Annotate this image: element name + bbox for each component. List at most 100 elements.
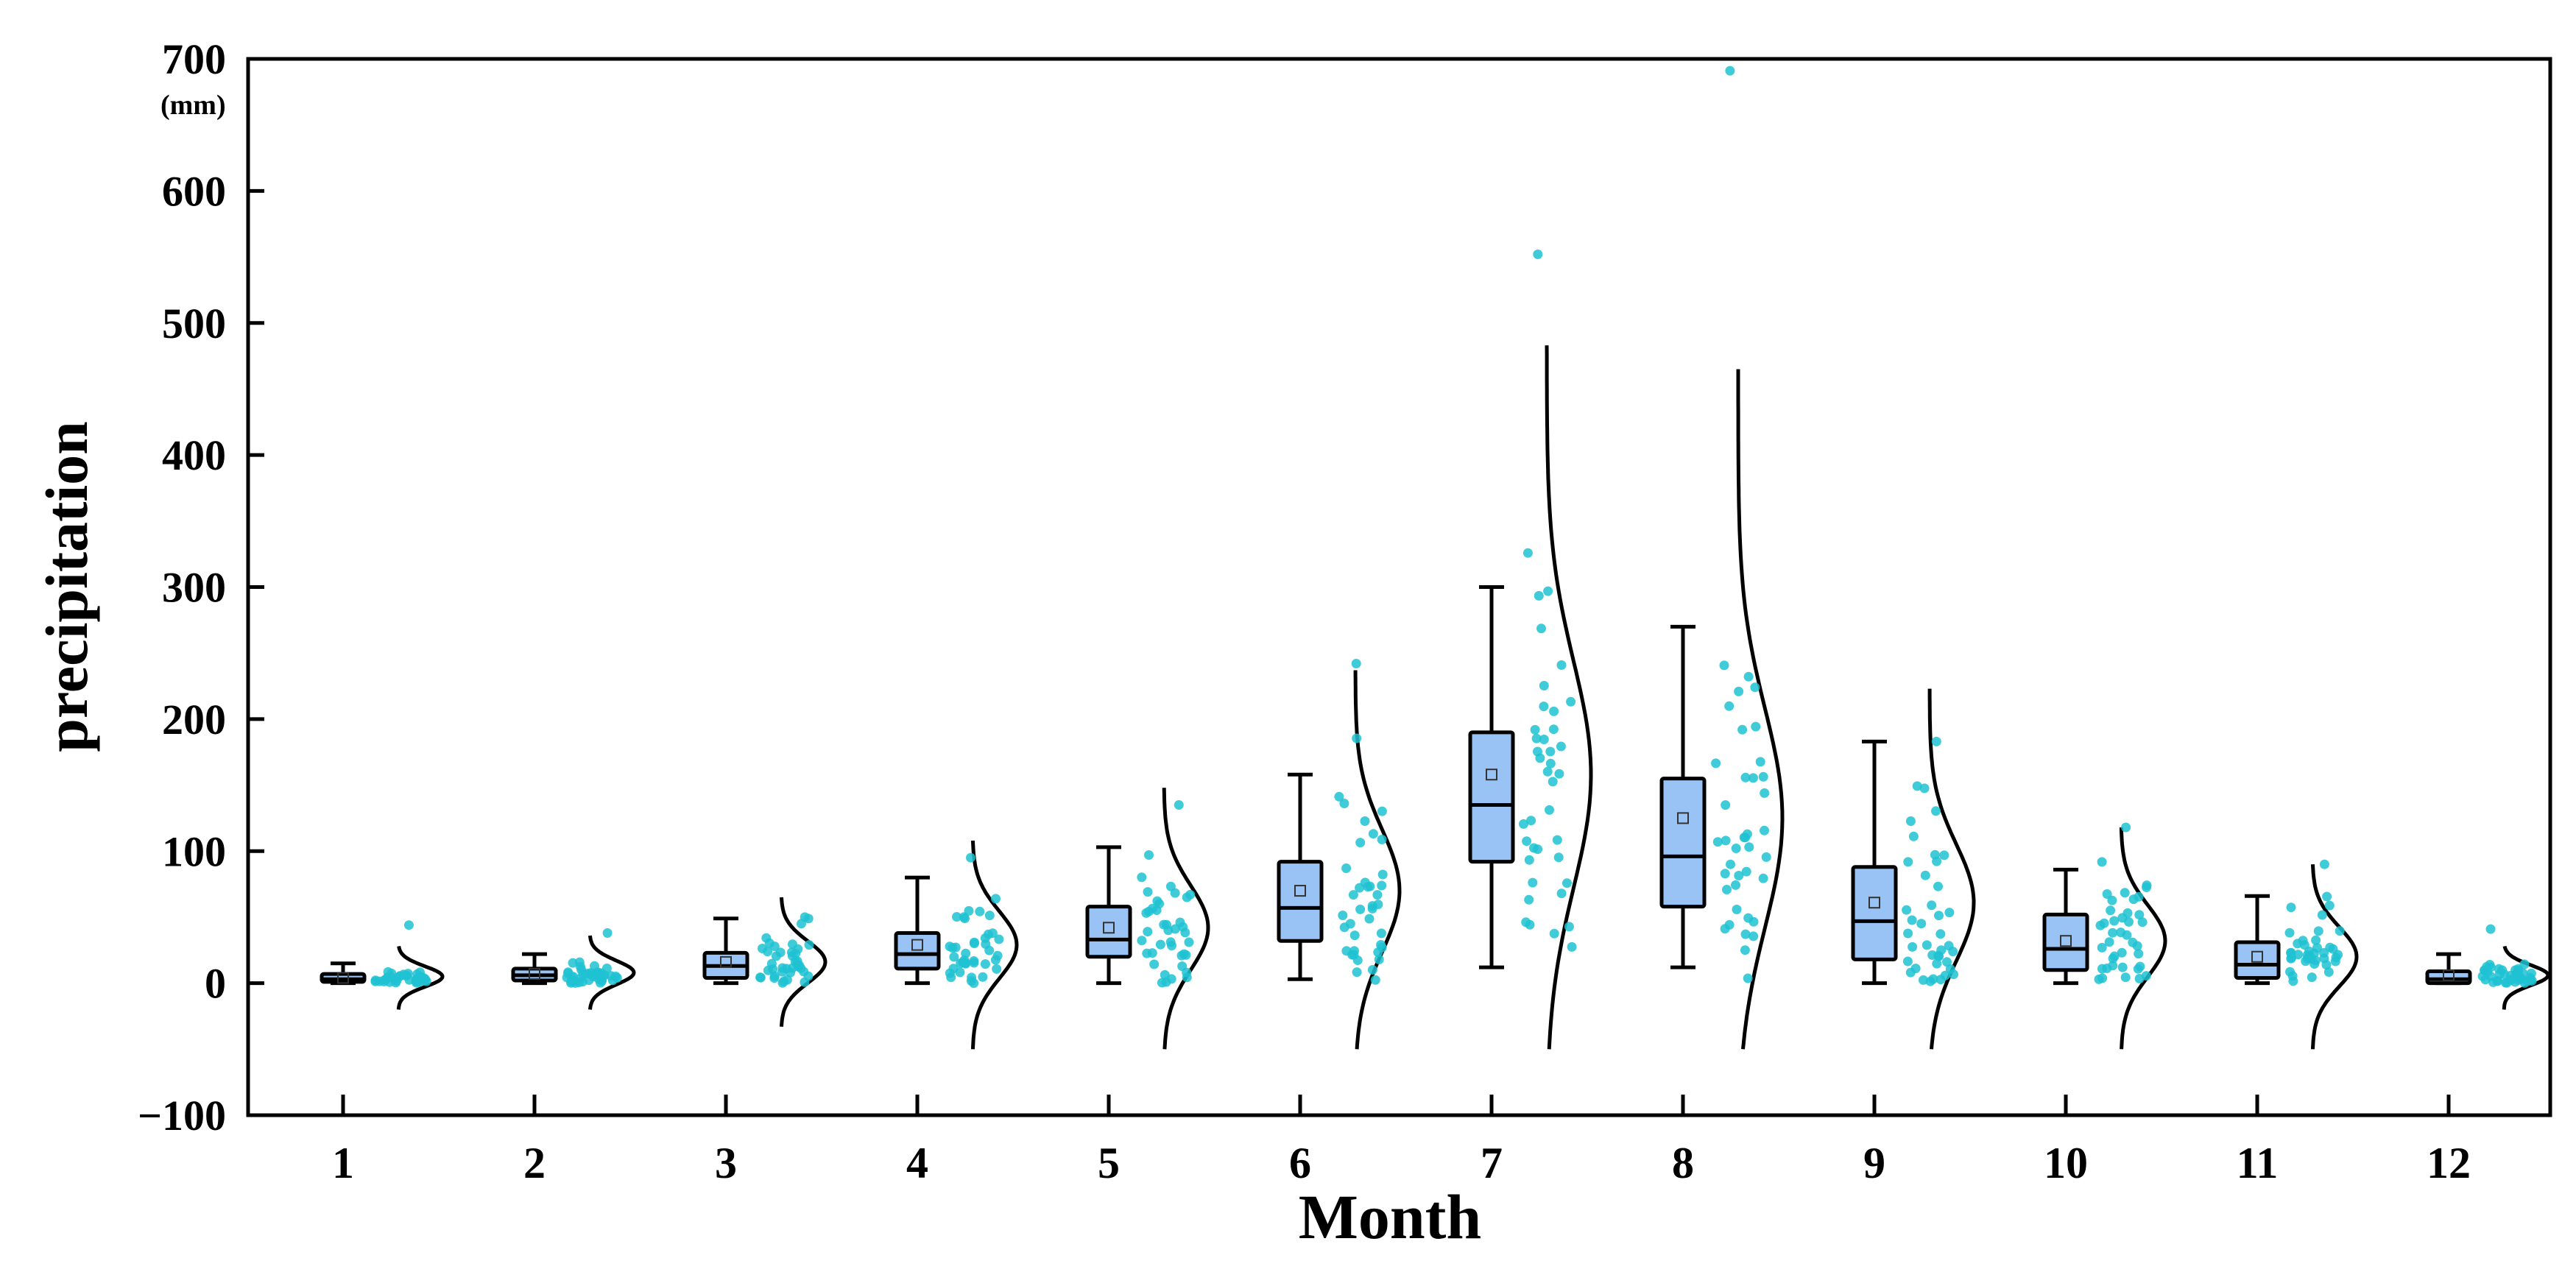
data-point xyxy=(370,975,381,986)
x-tick-label: 5 xyxy=(1098,1139,1120,1187)
data-point xyxy=(1367,965,1377,975)
data-point xyxy=(964,905,974,916)
data-point xyxy=(1903,928,1913,939)
data-point xyxy=(2488,977,2498,987)
data-point xyxy=(1719,660,1729,671)
data-point xyxy=(777,963,788,973)
data-point xyxy=(1155,939,1165,950)
data-point xyxy=(1740,772,1751,782)
data-point xyxy=(961,948,971,958)
data-point xyxy=(1564,922,1574,932)
data-point xyxy=(1919,975,1928,985)
data-point xyxy=(1182,892,1192,902)
data-point xyxy=(1740,929,1751,939)
data-point xyxy=(2120,972,2131,983)
y-tick-label: 500 xyxy=(162,300,226,347)
data-point xyxy=(1373,900,1383,910)
data-point xyxy=(761,933,772,943)
data-point xyxy=(1741,866,1751,877)
box-mean-marker xyxy=(1677,812,1689,824)
data-point xyxy=(2121,822,2131,833)
data-point xyxy=(1556,888,1567,899)
data-point xyxy=(2518,968,2528,978)
y-unit-label: (mm) xyxy=(160,90,226,121)
box-iqr xyxy=(1468,730,1515,864)
data-point xyxy=(577,977,587,987)
data-point xyxy=(975,906,985,916)
data-point xyxy=(1944,908,1955,918)
data-point xyxy=(2324,900,2335,911)
data-point xyxy=(1734,686,1744,696)
data-point xyxy=(2284,928,2295,938)
density-curve xyxy=(396,945,445,1010)
data-point xyxy=(1174,800,1184,810)
y-tick-label: 600 xyxy=(162,167,226,215)
data-point xyxy=(1758,873,1768,883)
data-point xyxy=(1531,733,1542,743)
data-point xyxy=(1743,671,1754,682)
density-curve xyxy=(1162,788,1210,1050)
data-point xyxy=(575,961,585,972)
y-tick-label: 700 xyxy=(162,35,226,83)
data-point xyxy=(1351,659,1361,668)
data-point xyxy=(2322,891,2332,902)
data-point xyxy=(1743,913,1754,923)
data-point xyxy=(1944,941,1954,951)
y-tick-label: 300 xyxy=(162,564,226,612)
data-point xyxy=(403,969,413,979)
data-point xyxy=(1352,967,1362,978)
data-point xyxy=(2307,972,2317,983)
data-point xyxy=(2102,889,2112,899)
box-mean-marker xyxy=(1103,922,1115,934)
density-curve xyxy=(1736,369,1785,1050)
x-tick-label: 8 xyxy=(1672,1139,1694,1187)
data-point xyxy=(967,972,977,983)
data-point xyxy=(566,978,576,988)
density-curve xyxy=(1927,688,1976,1050)
data-point xyxy=(952,912,961,922)
data-point xyxy=(990,955,1001,965)
data-point xyxy=(1355,904,1366,914)
data-point xyxy=(1942,957,1952,967)
data-point xyxy=(412,976,423,986)
data-point xyxy=(1748,931,1759,941)
data-point xyxy=(1334,791,1344,802)
data-point xyxy=(790,956,800,967)
data-point xyxy=(1522,836,1532,847)
data-point xyxy=(1919,783,1930,794)
data-point xyxy=(1726,859,1735,869)
data-point xyxy=(1368,829,1378,839)
data-point xyxy=(2319,859,2329,869)
data-point xyxy=(1182,972,1192,983)
data-point xyxy=(1548,724,1559,735)
data-point xyxy=(788,939,797,950)
x-tick-label: 3 xyxy=(715,1139,737,1187)
data-point xyxy=(1377,835,1387,844)
data-point xyxy=(1339,799,1349,808)
x-tick-label: 10 xyxy=(2044,1139,2088,1187)
box-iqr xyxy=(894,930,941,971)
data-point xyxy=(1562,878,1572,888)
data-point xyxy=(1556,660,1567,670)
data-point xyxy=(2102,964,2112,973)
data-point xyxy=(1157,978,1167,988)
data-point xyxy=(2134,974,2145,983)
data-point xyxy=(1934,911,1944,921)
data-point xyxy=(2109,916,2120,926)
data-point xyxy=(1720,869,1730,879)
data-point xyxy=(1940,970,1950,981)
data-point xyxy=(2117,962,2128,972)
data-point xyxy=(1341,863,1352,873)
data-point xyxy=(1732,905,1742,914)
data-point xyxy=(1539,735,1549,744)
data-point xyxy=(1552,835,1562,845)
data-point xyxy=(1731,880,1740,890)
data-point xyxy=(2132,941,2142,951)
x-axis-title: Month xyxy=(1299,1181,1481,1252)
data-point xyxy=(2134,949,2144,959)
data-point xyxy=(1920,870,1930,880)
density-curve xyxy=(2311,864,2359,1050)
data-point xyxy=(1519,819,1528,829)
